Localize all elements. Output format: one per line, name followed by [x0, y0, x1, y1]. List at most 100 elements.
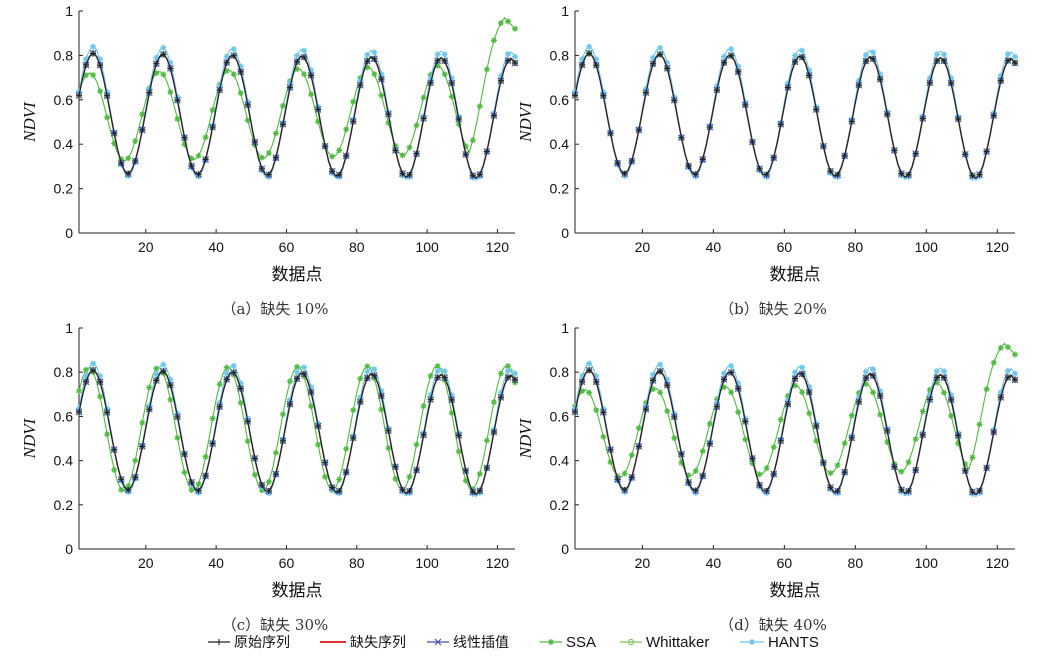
data-point	[83, 61, 90, 68]
data-point	[357, 375, 364, 382]
series-SSA	[76, 363, 518, 494]
data-point	[600, 409, 607, 416]
data-point	[322, 473, 329, 480]
data-point	[167, 376, 174, 383]
data-point	[336, 476, 343, 483]
x-tick-label: 100	[915, 555, 939, 571]
data-point	[279, 102, 286, 109]
data-point	[104, 405, 111, 412]
data-point	[572, 408, 578, 415]
data-point	[160, 44, 167, 51]
data-point	[301, 364, 308, 371]
data-point	[244, 117, 251, 124]
data-point	[671, 435, 678, 442]
data-point	[237, 380, 244, 387]
data-point	[279, 411, 286, 418]
data-point	[976, 421, 983, 428]
data-point	[294, 375, 300, 382]
y-axis-label: NDVI	[20, 417, 39, 459]
data-point	[777, 437, 784, 444]
data-point	[962, 467, 969, 474]
data-point	[448, 396, 455, 403]
data-point	[735, 385, 742, 392]
data-point	[448, 93, 455, 100]
data-point	[1004, 367, 1011, 374]
data-point	[628, 452, 635, 459]
data-point	[848, 434, 855, 441]
data-point	[997, 389, 1004, 396]
data-point	[364, 51, 371, 58]
data-point	[628, 474, 635, 481]
data-point	[427, 372, 434, 379]
legend-marker	[434, 638, 442, 646]
data-point	[392, 475, 399, 482]
data-point	[202, 134, 209, 141]
data-point	[371, 372, 378, 379]
data-point	[593, 378, 600, 385]
data-point	[181, 141, 188, 148]
legend-label: HANTS	[768, 634, 819, 651]
data-point	[600, 92, 607, 99]
data-point	[83, 72, 90, 79]
data-point	[777, 121, 784, 128]
data-point	[983, 148, 990, 155]
data-point	[188, 155, 195, 162]
data-point	[941, 57, 948, 64]
data-point	[392, 147, 399, 154]
data-point	[364, 368, 371, 375]
data-point	[251, 139, 258, 146]
data-point	[834, 462, 841, 469]
data-point	[933, 379, 940, 386]
data-point	[877, 76, 884, 83]
data-point	[997, 394, 1004, 401]
data-point	[933, 368, 940, 375]
data-point	[777, 416, 784, 423]
data-point	[614, 473, 621, 480]
data-point	[955, 115, 962, 122]
data-point	[621, 170, 628, 177]
data-point	[83, 378, 90, 385]
data-point	[265, 150, 272, 157]
data-point	[315, 441, 322, 448]
legend-marker	[749, 639, 755, 645]
data-point	[884, 111, 891, 118]
data-point	[153, 365, 160, 372]
data-point	[294, 369, 300, 376]
data-point	[160, 51, 167, 58]
data-point	[671, 97, 678, 104]
legend-item: SSA	[540, 634, 596, 651]
data-point	[209, 107, 216, 114]
data-point	[586, 389, 593, 396]
data-point	[258, 482, 265, 489]
y-tick-label: 0.6	[550, 408, 570, 424]
data-point	[272, 471, 279, 478]
data-point	[455, 432, 462, 439]
series-Whittaker	[75, 367, 519, 496]
data-point	[343, 469, 350, 476]
panel-caption: （b）缺失 20%	[719, 300, 827, 318]
data-point	[855, 389, 862, 396]
data-point	[642, 89, 649, 96]
data-point	[188, 487, 195, 494]
data-point	[919, 115, 926, 122]
data-point	[237, 90, 244, 97]
data-point	[512, 376, 518, 383]
data-point	[586, 43, 593, 50]
data-point	[799, 47, 806, 54]
data-point	[607, 459, 614, 466]
data-point	[997, 344, 1004, 351]
data-point	[308, 72, 315, 79]
data-point	[378, 71, 385, 78]
data-point	[153, 54, 160, 61]
y-tick-label: 0.4	[550, 136, 570, 152]
data-point	[735, 63, 742, 70]
data-point	[230, 52, 237, 59]
data-point	[635, 443, 642, 450]
data-point	[891, 147, 898, 154]
data-point	[118, 476, 125, 483]
y-tick-label: 0.6	[550, 92, 570, 108]
data-point	[434, 368, 441, 375]
data-point	[593, 56, 600, 63]
y-tick-label: 0.4	[54, 136, 74, 152]
